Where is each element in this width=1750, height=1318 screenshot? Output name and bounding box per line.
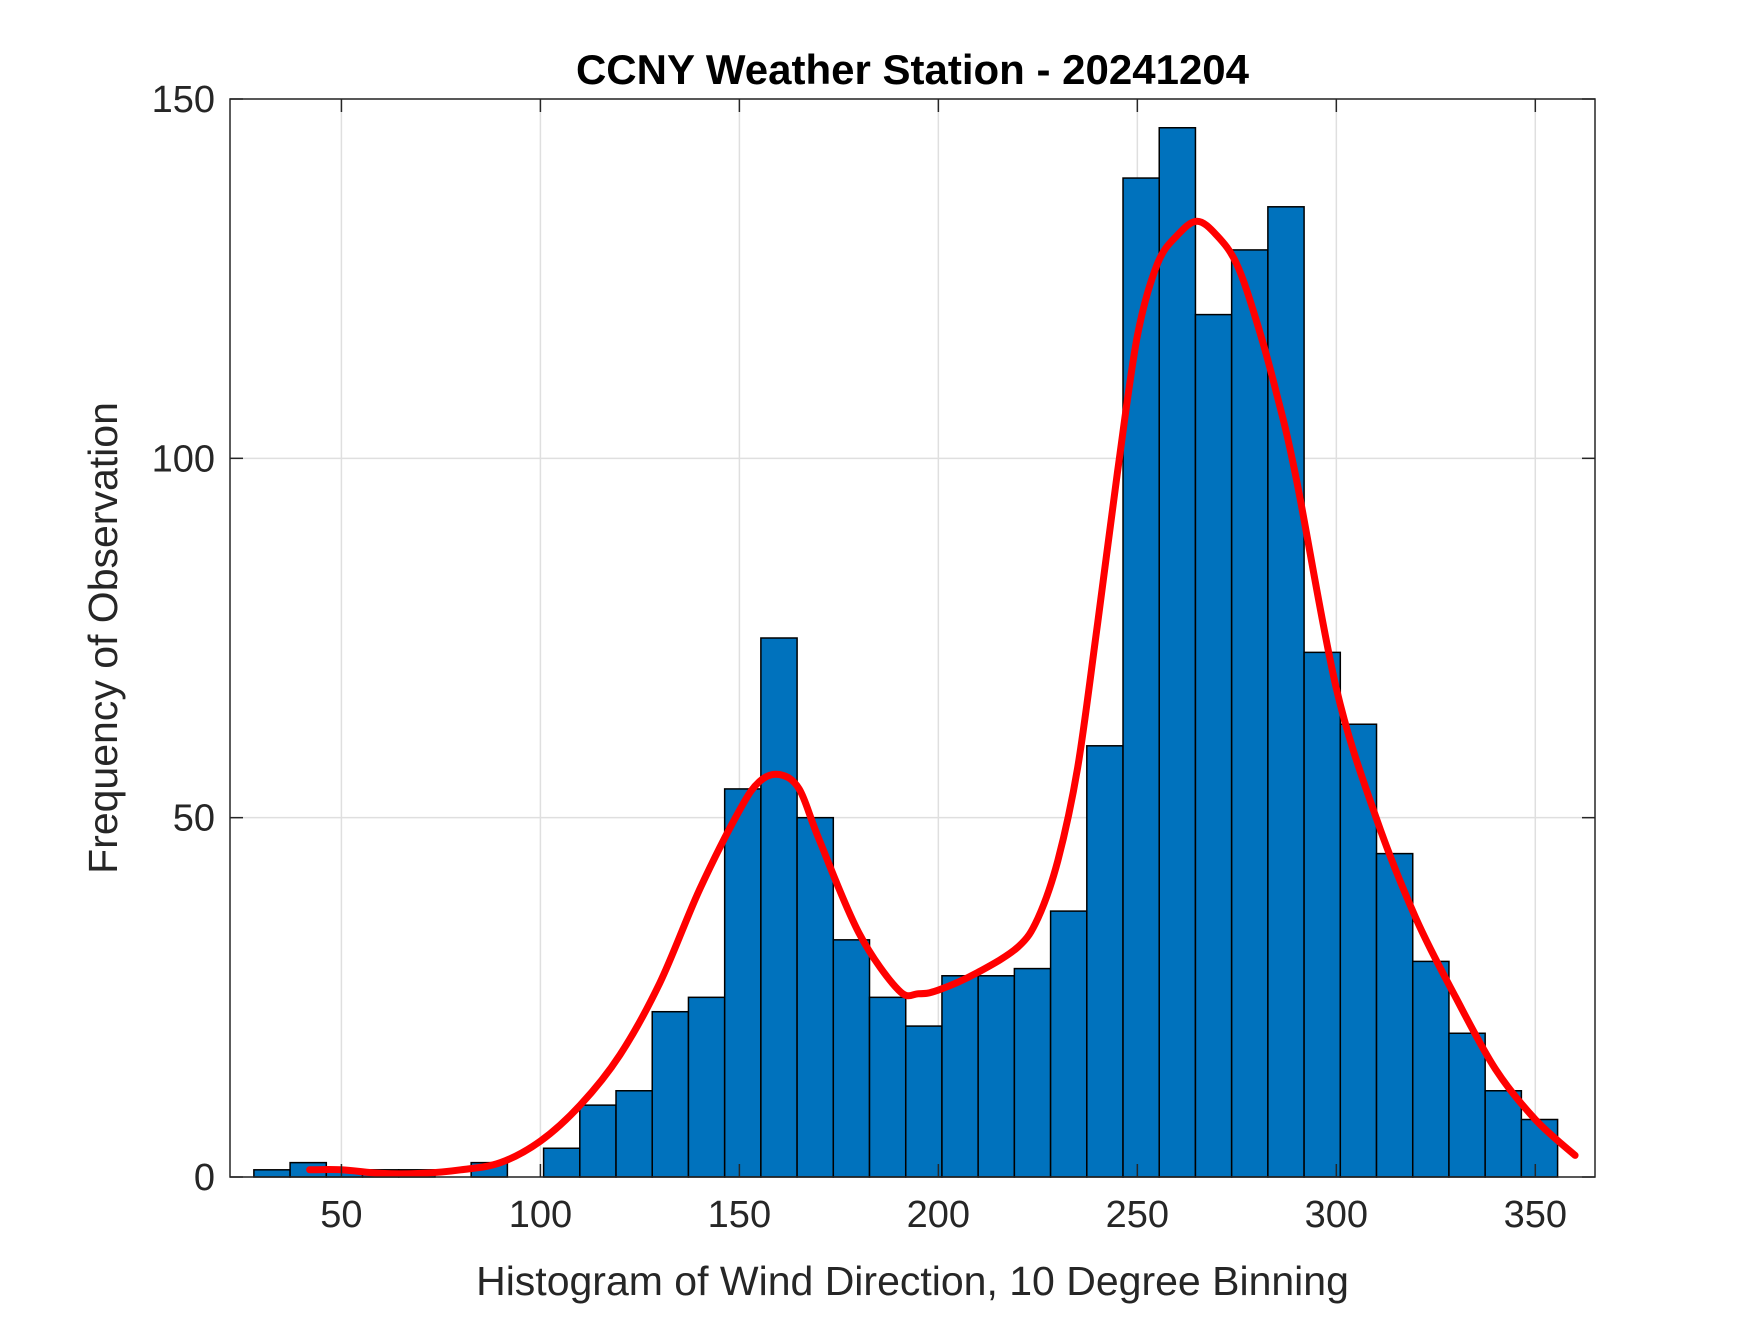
histogram-bar [1086, 745, 1124, 1178]
x-axis-label: Histogram of Wind Direction, 10 Degree B… [476, 1258, 1349, 1304]
histogram-bar [796, 816, 835, 1178]
histogram-bar [977, 975, 1016, 1178]
histogram-bar [687, 996, 726, 1178]
histogram-bar [1230, 249, 1269, 1178]
y-tick-label: 0 [194, 1157, 215, 1199]
histogram-bar [615, 1090, 653, 1178]
histogram-bar [651, 1010, 690, 1178]
x-tick-label: 250 [1106, 1194, 1169, 1236]
histogram-bar [941, 975, 979, 1178]
histogram-bar [1339, 723, 1378, 1178]
histogram-bar [1158, 126, 1197, 1178]
histogram-bar [760, 637, 798, 1178]
histogram-bar [832, 939, 871, 1178]
chart-title: CCNY Weather Station - 20241204 [576, 46, 1250, 93]
histogram-bar [1303, 651, 1342, 1178]
histogram-bar [1448, 1032, 1486, 1178]
y-axis-label: Frequency of Observation [80, 402, 126, 874]
x-tick-label: 50 [320, 1194, 362, 1236]
x-tick-label: 350 [1504, 1194, 1567, 1236]
y-tick-label: 150 [152, 79, 215, 121]
fitted-curve-line [306, 217, 1579, 1178]
x-tick-label: 100 [509, 1194, 572, 1236]
axis-ticks: 50 100 150 200 250 300 350 0 50 100 150 [152, 79, 1595, 1236]
histogram-bar [542, 1147, 581, 1178]
histogram-bar [1013, 967, 1052, 1178]
histogram-bar [253, 1169, 291, 1178]
fitted-curve-group [306, 217, 1579, 1178]
histogram-bar [1267, 206, 1305, 1178]
histogram-bar [1484, 1090, 1523, 1178]
histogram-bar [904, 1025, 943, 1178]
histogram-bar [1049, 910, 1088, 1178]
plot-border [229, 98, 1596, 1178]
histogram-bar [579, 1104, 617, 1178]
y-tick-label: 100 [152, 438, 215, 480]
x-tick-label: 200 [907, 1194, 970, 1236]
histogram-bar [868, 996, 907, 1178]
x-tick-label: 150 [708, 1194, 771, 1236]
histogram-bar [1194, 313, 1233, 1178]
histogram-bar [723, 788, 762, 1178]
histogram-bar [1411, 960, 1450, 1178]
histogram-bar [1375, 852, 1414, 1178]
x-tick-label: 300 [1305, 1194, 1368, 1236]
y-tick-label: 50 [173, 798, 215, 840]
